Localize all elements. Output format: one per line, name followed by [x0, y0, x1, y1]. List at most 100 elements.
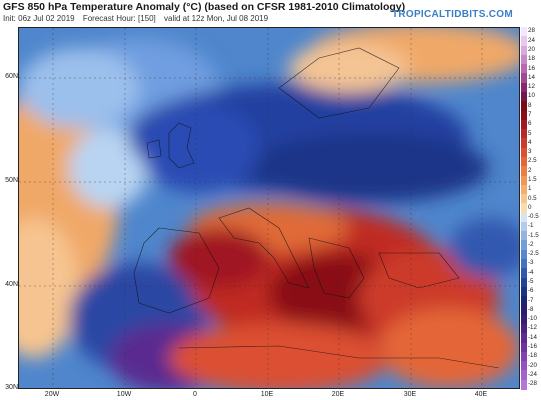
legend-label: -20	[528, 361, 537, 369]
legend-swatch	[521, 249, 527, 260]
legend-swatch	[521, 82, 527, 93]
legend-label: 3	[528, 148, 532, 156]
forecast-hour: Forecast Hour: [150]	[82, 14, 156, 23]
legend-swatch	[521, 342, 527, 353]
legend-swatch	[521, 314, 527, 325]
legend-label: 16	[528, 64, 535, 72]
map-svg	[19, 28, 519, 388]
lon-label-20e: 20E	[331, 391, 345, 398]
legend-label: 7	[528, 110, 532, 118]
legend-swatch	[521, 240, 527, 251]
legend-label: 8	[528, 101, 532, 109]
lat-label-50n: 50N	[5, 177, 18, 184]
legend-label: 10	[528, 92, 535, 100]
legend-swatch	[521, 175, 527, 186]
legend-label: -4	[528, 268, 534, 276]
legend-label: 2.5	[528, 157, 537, 165]
lon-label-10e: 10E	[260, 391, 274, 398]
legend-swatch	[521, 203, 527, 214]
legend-swatch	[521, 286, 527, 297]
legend-label: 0	[528, 203, 532, 211]
init-time: Init: 06z Jul 02 2019	[3, 14, 75, 23]
legend-swatch	[521, 351, 527, 362]
legend-swatch	[521, 324, 527, 335]
legend-label: -28	[528, 380, 537, 388]
legend-swatch	[521, 361, 527, 372]
legend-label: 28	[528, 27, 535, 35]
legend-swatch	[521, 119, 527, 130]
legend-swatch	[521, 268, 527, 279]
legend-label: 4	[528, 138, 532, 146]
legend-swatch	[521, 370, 527, 381]
legend-swatch	[521, 54, 527, 65]
lat-label-40n: 40N	[5, 281, 18, 288]
legend-label: -0.5	[528, 213, 539, 221]
legend-swatch	[521, 129, 527, 140]
legend-swatch	[521, 221, 527, 232]
lon-label-0: 0	[193, 391, 197, 398]
legend-swatch	[521, 91, 527, 102]
coastline-lines	[133, 47, 500, 369]
legend-label: 6	[528, 120, 532, 128]
anomaly-map	[18, 27, 520, 389]
lat-label-60n: 60N	[5, 73, 18, 80]
lat-label-30n: 30N	[5, 384, 18, 391]
legend-swatch	[521, 212, 527, 223]
valid-time: valid at 12z Mon, Jul 08 2019	[164, 14, 269, 23]
legend-swatch	[521, 36, 527, 47]
legend-label: -2.5	[528, 250, 539, 258]
map-title: GFS 850 hPa Temperature Anomaly (°C) (ba…	[3, 1, 406, 13]
legend-label: -10	[528, 315, 537, 323]
legend-label: -12	[528, 324, 537, 332]
legend-swatch	[521, 259, 527, 270]
lon-label-40e: 40E	[474, 391, 488, 398]
legend-swatch	[521, 277, 527, 288]
lon-label-30e: 30E	[403, 391, 417, 398]
lon-label-10w: 10W	[116, 391, 132, 398]
legend-swatch	[521, 166, 527, 177]
legend-label: -1.5	[528, 231, 539, 239]
brand-logo: TROPICALTIDBITS.COM	[391, 9, 513, 20]
legend-label: 1.5	[528, 175, 537, 183]
legend-swatch	[521, 101, 527, 112]
map-subtitle: Init: 06z Jul 02 2019 Forecast Hour: [15…	[3, 14, 274, 23]
legend-swatch	[521, 27, 527, 37]
legend-label: 2	[528, 166, 532, 174]
legend-label: 0.5	[528, 194, 537, 202]
legend-swatch	[521, 73, 527, 84]
header: GFS 850 hPa Temperature Anomaly (°C) (ba…	[0, 0, 541, 27]
lon-label-20w: 20W	[44, 391, 60, 398]
legend-label: 5	[528, 129, 532, 137]
legend-swatch	[521, 184, 527, 195]
legend-label: 18	[528, 55, 535, 63]
legend-swatch	[521, 156, 527, 167]
legend-label: -3	[528, 259, 534, 267]
legend-label: -16	[528, 343, 537, 351]
legend-swatch	[521, 305, 527, 316]
legend-swatch	[521, 231, 527, 242]
legend-label: -2	[528, 240, 534, 248]
legend-swatch	[521, 138, 527, 149]
legend-label: -8	[528, 305, 534, 313]
legend-swatch	[521, 147, 527, 158]
legend-swatch	[521, 110, 527, 121]
color-legend: 28 24 20 18 16 14 12 10 8 7 6 5 4 3 2.5 2 1.5 1 0.5 0 -0.5 -1…	[521, 27, 541, 390]
legend-label: 12	[528, 83, 535, 91]
legend-label: -6	[528, 287, 534, 295]
legend-label: -1	[528, 222, 534, 230]
legend-swatch	[521, 296, 527, 307]
legend-label: 14	[528, 73, 535, 81]
legend-label: -18	[528, 352, 537, 360]
legend-swatch	[521, 379, 527, 390]
legend-label: 24	[528, 36, 535, 44]
legend-swatch	[521, 45, 527, 56]
legend-label: 1	[528, 185, 532, 193]
legend-label: -14	[528, 333, 537, 341]
legend-label: -7	[528, 296, 534, 304]
legend-swatch	[521, 64, 527, 75]
legend-label: 20	[528, 46, 535, 53]
legend-swatch	[521, 194, 527, 205]
graticule	[19, 28, 519, 388]
legend-label: -5	[528, 278, 534, 286]
legend-swatch	[521, 333, 527, 344]
